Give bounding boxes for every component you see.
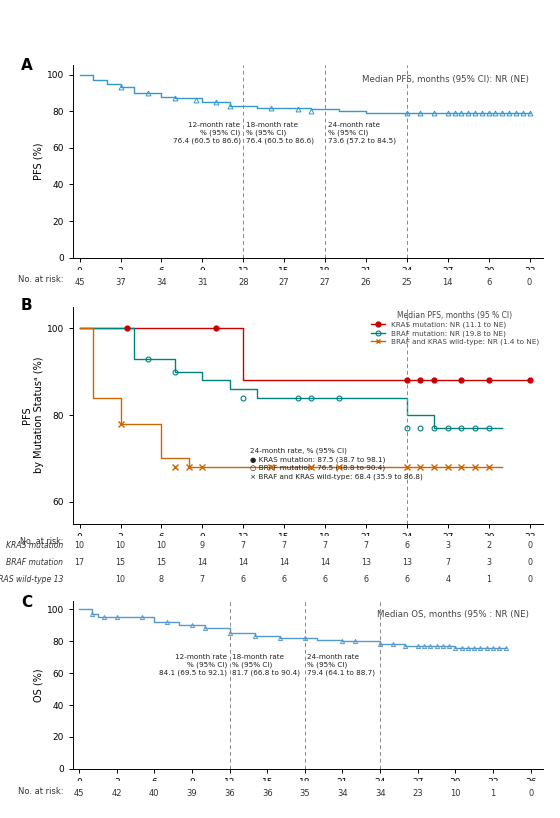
Text: 3: 3 <box>486 558 491 567</box>
Text: 25: 25 <box>402 277 412 287</box>
Text: 10: 10 <box>156 541 166 550</box>
Text: 42: 42 <box>111 789 122 798</box>
Text: 23: 23 <box>413 789 423 798</box>
Text: 10: 10 <box>115 541 125 550</box>
Text: No. at risk:: No. at risk: <box>18 786 63 796</box>
Y-axis label: PFS
by Mutation Statusᵃ (%): PFS by Mutation Statusᵃ (%) <box>22 357 44 474</box>
Text: 27: 27 <box>320 277 330 287</box>
Text: 14: 14 <box>442 277 453 287</box>
Text: 27: 27 <box>279 277 290 287</box>
Text: 28: 28 <box>238 277 249 287</box>
Text: 24-month rate
% (95% CI)
79.4 (64.1 to 88.7): 24-month rate % (95% CI) 79.4 (64.1 to 8… <box>307 654 375 676</box>
Text: 26: 26 <box>361 277 371 287</box>
Text: 36: 36 <box>224 789 235 798</box>
Text: 15: 15 <box>156 558 166 567</box>
Text: KRAS mutation: KRAS mutation <box>6 541 63 550</box>
Text: 7: 7 <box>282 541 287 550</box>
Text: 13: 13 <box>361 558 371 567</box>
Text: 35: 35 <box>300 789 310 798</box>
Text: A: A <box>21 58 33 73</box>
Text: 6: 6 <box>404 541 409 550</box>
Text: 34: 34 <box>337 789 348 798</box>
Text: 36: 36 <box>262 789 273 798</box>
Text: 10: 10 <box>74 541 85 550</box>
Text: 45: 45 <box>74 789 85 798</box>
Text: 2: 2 <box>486 541 491 550</box>
Text: 0: 0 <box>527 575 532 584</box>
Text: 6: 6 <box>404 575 409 584</box>
Text: 6: 6 <box>363 575 368 584</box>
Text: 15: 15 <box>115 558 125 567</box>
Text: BRAF and KRAS wild-type 13: BRAF and KRAS wild-type 13 <box>0 575 63 584</box>
Text: 0: 0 <box>528 789 533 798</box>
Text: No. at risk:: No. at risk: <box>20 537 63 546</box>
Text: 24-month rate, % (95% CI)
● KRAS mutation: 87.5 (38.7 to 98.1)
○ BRAF mutation: : 24-month rate, % (95% CI) ● KRAS mutatio… <box>250 447 423 479</box>
Text: No. at risk:: No. at risk: <box>18 275 63 285</box>
Text: 34: 34 <box>375 789 385 798</box>
Text: 3: 3 <box>445 541 450 550</box>
Text: 14: 14 <box>279 558 289 567</box>
Text: 18-month rate
% (95% CI)
76.4 (60.5 to 86.6): 18-month rate % (95% CI) 76.4 (60.5 to 8… <box>246 122 314 144</box>
Text: 12-month rate
% (95% CI)
84.1 (69.5 to 92.1): 12-month rate % (95% CI) 84.1 (69.5 to 9… <box>159 654 227 676</box>
Text: 31: 31 <box>197 277 208 287</box>
Text: 6: 6 <box>282 575 287 584</box>
Text: 12-month rate
% (95% CI)
76.4 (60.5 to 86.6): 12-month rate % (95% CI) 76.4 (60.5 to 8… <box>172 122 240 144</box>
Text: 14: 14 <box>320 558 330 567</box>
X-axis label: Time (months): Time (months) <box>265 547 351 557</box>
Text: 34: 34 <box>156 277 167 287</box>
Text: 7: 7 <box>241 541 246 550</box>
Text: 7: 7 <box>363 541 368 550</box>
Text: Median OS, months (95% : NR (NE): Median OS, months (95% : NR (NE) <box>377 609 529 618</box>
Text: BRAF mutation: BRAF mutation <box>6 558 63 567</box>
Text: 1: 1 <box>491 789 496 798</box>
Text: C: C <box>21 595 32 609</box>
X-axis label: Time (months): Time (months) <box>265 793 351 802</box>
Text: 0: 0 <box>527 558 532 567</box>
Y-axis label: OS (%): OS (%) <box>34 668 44 702</box>
Text: Median PFS, months (95% CI): NR (NE): Median PFS, months (95% CI): NR (NE) <box>362 75 529 84</box>
Y-axis label: PFS (%): PFS (%) <box>34 143 44 180</box>
Text: 14: 14 <box>238 558 248 567</box>
Text: 1: 1 <box>486 575 491 584</box>
Legend: KRAS mutation: NR (11.1 to NE), BRAF mutation: NR (19.8 to NE), BRAF and KRAS wi: KRAS mutation: NR (11.1 to NE), BRAF mut… <box>367 308 542 348</box>
X-axis label: Time (months): Time (months) <box>265 281 351 291</box>
Text: 13: 13 <box>402 558 412 567</box>
Text: 9: 9 <box>200 541 205 550</box>
Text: 10: 10 <box>450 789 461 798</box>
Text: 7: 7 <box>200 575 205 584</box>
Text: 6: 6 <box>241 575 246 584</box>
Text: 45: 45 <box>74 277 85 287</box>
Text: 17: 17 <box>74 558 85 567</box>
Text: 6: 6 <box>486 277 491 287</box>
Text: 4: 4 <box>445 575 450 584</box>
Text: 6: 6 <box>323 575 328 584</box>
Text: 10: 10 <box>115 575 125 584</box>
Text: 18-month rate
% (95% CI)
81.7 (66.8 to 90.4): 18-month rate % (95% CI) 81.7 (66.8 to 9… <box>232 654 300 676</box>
Text: 0: 0 <box>527 541 532 550</box>
Text: 14: 14 <box>197 558 207 567</box>
Text: 37: 37 <box>115 277 126 287</box>
Text: 40: 40 <box>149 789 160 798</box>
Text: 24-month rate
% (95% CI)
73.6 (57.2 to 84.5): 24-month rate % (95% CI) 73.6 (57.2 to 8… <box>328 122 396 144</box>
Text: 7: 7 <box>323 541 328 550</box>
Text: B: B <box>21 298 32 313</box>
Text: 8: 8 <box>159 575 164 584</box>
Text: 7: 7 <box>445 558 450 567</box>
Text: 0: 0 <box>527 277 532 287</box>
Text: 39: 39 <box>186 789 197 798</box>
